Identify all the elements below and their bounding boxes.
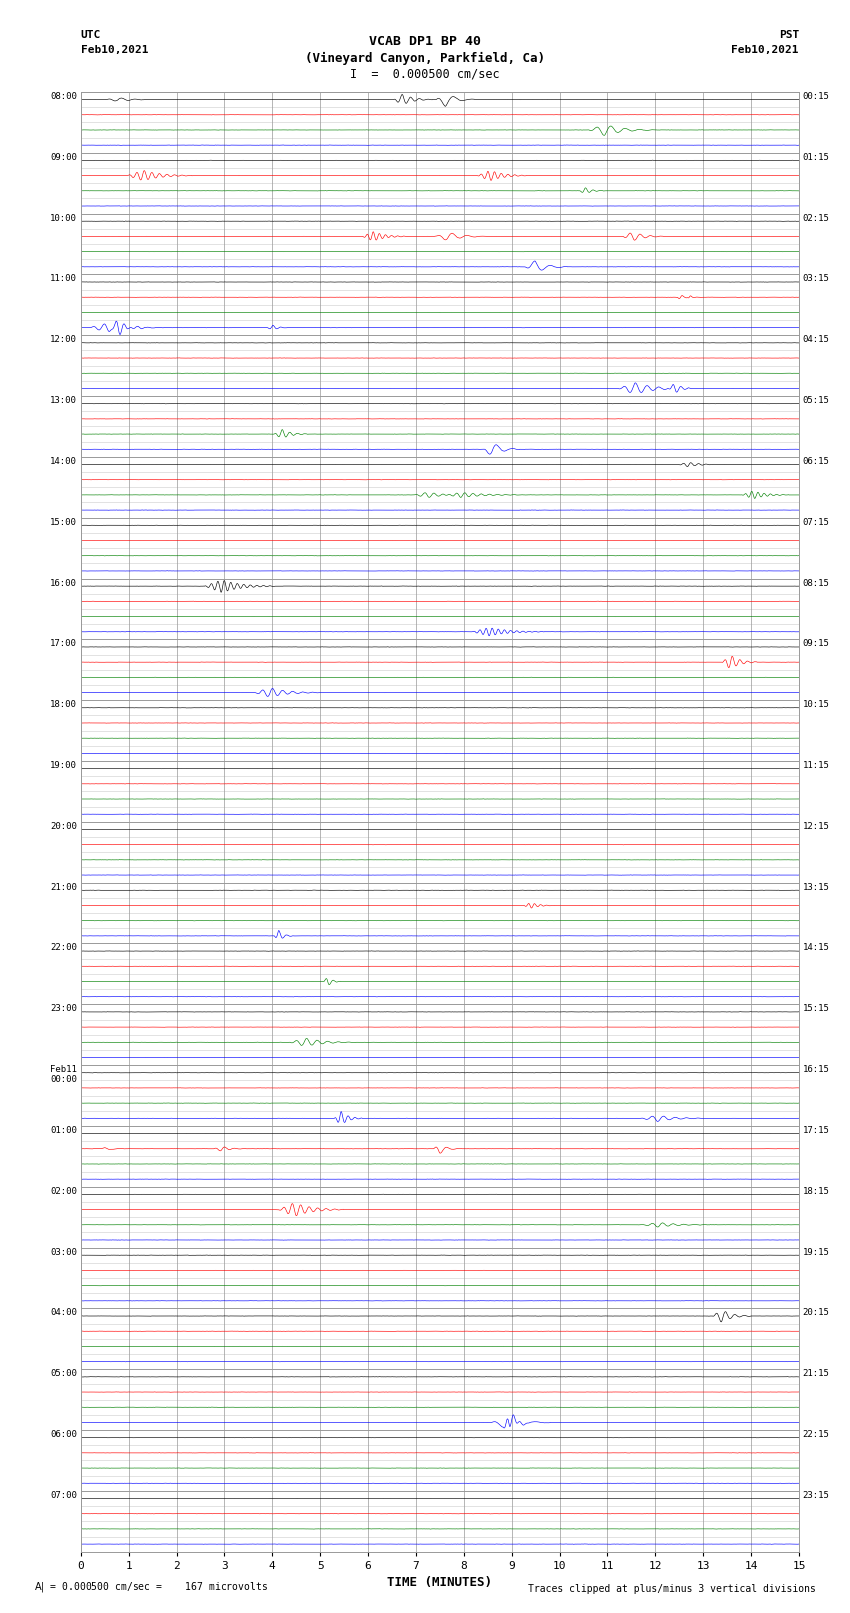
Text: 01:00: 01:00 [50,1126,77,1136]
Text: (Vineyard Canyon, Parkfield, Ca): (Vineyard Canyon, Parkfield, Ca) [305,52,545,65]
Text: Feb11
00:00: Feb11 00:00 [50,1065,77,1084]
Text: 05:15: 05:15 [802,397,830,405]
Text: 23:15: 23:15 [802,1490,830,1500]
Text: PST: PST [779,31,799,40]
Text: 17:15: 17:15 [802,1126,830,1136]
X-axis label: TIME (MINUTES): TIME (MINUTES) [388,1576,492,1589]
Text: 15:15: 15:15 [802,1005,830,1013]
Text: 11:15: 11:15 [802,761,830,769]
Text: 22:15: 22:15 [802,1431,830,1439]
Text: 03:15: 03:15 [802,274,830,284]
Text: 14:00: 14:00 [50,456,77,466]
Text: 13:15: 13:15 [802,882,830,892]
Text: 12:00: 12:00 [50,336,77,344]
Text: Feb10,2021: Feb10,2021 [81,45,148,55]
Text: 20:15: 20:15 [802,1308,830,1318]
Text: 09:00: 09:00 [50,153,77,161]
Text: 15:00: 15:00 [50,518,77,527]
Text: 23:00: 23:00 [50,1005,77,1013]
Text: 19:00: 19:00 [50,761,77,769]
Text: 11:00: 11:00 [50,274,77,284]
Text: 01:15: 01:15 [802,153,830,161]
Text: 00:15: 00:15 [802,92,830,102]
Text: 17:00: 17:00 [50,639,77,648]
Text: I  =  0.000500 cm/sec: I = 0.000500 cm/sec [350,68,500,81]
Text: 13:00: 13:00 [50,397,77,405]
Text: 16:15: 16:15 [802,1065,830,1074]
Text: 08:15: 08:15 [802,579,830,587]
Text: UTC: UTC [81,31,101,40]
Text: VCAB DP1 BP 40: VCAB DP1 BP 40 [369,35,481,48]
Text: 18:15: 18:15 [802,1187,830,1195]
Text: 02:00: 02:00 [50,1187,77,1195]
Text: 14:15: 14:15 [802,944,830,952]
Text: 04:15: 04:15 [802,336,830,344]
Text: 16:00: 16:00 [50,579,77,587]
Text: Feb10,2021: Feb10,2021 [732,45,799,55]
Text: 10:15: 10:15 [802,700,830,710]
Text: 04:00: 04:00 [50,1308,77,1318]
Text: 08:00: 08:00 [50,92,77,102]
Text: 19:15: 19:15 [802,1247,830,1257]
Text: 06:15: 06:15 [802,456,830,466]
Text: 21:00: 21:00 [50,882,77,892]
Text: $\mathsf{A|}$ = 0.000500 cm/sec =    167 microvolts: $\mathsf{A|}$ = 0.000500 cm/sec = 167 mi… [34,1579,268,1594]
Text: 20:00: 20:00 [50,823,77,831]
Text: 10:00: 10:00 [50,213,77,223]
Text: 22:00: 22:00 [50,944,77,952]
Text: Traces clipped at plus/minus 3 vertical divisions: Traces clipped at plus/minus 3 vertical … [528,1584,816,1594]
Text: 07:00: 07:00 [50,1490,77,1500]
Text: 12:15: 12:15 [802,823,830,831]
Text: 05:00: 05:00 [50,1369,77,1378]
Text: 06:00: 06:00 [50,1431,77,1439]
Text: 02:15: 02:15 [802,213,830,223]
Text: 07:15: 07:15 [802,518,830,527]
Text: 18:00: 18:00 [50,700,77,710]
Text: 09:15: 09:15 [802,639,830,648]
Text: 03:00: 03:00 [50,1247,77,1257]
Text: 21:15: 21:15 [802,1369,830,1378]
